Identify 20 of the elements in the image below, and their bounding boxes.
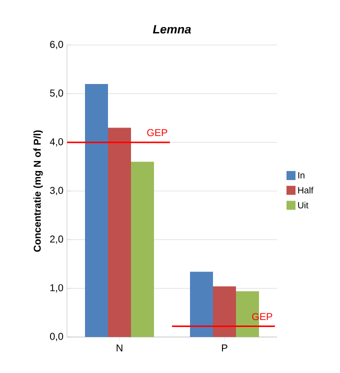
y-tick-label: 4,0 (50, 138, 64, 146)
x-tick-label: P (222, 344, 228, 352)
y-tick-label: 3,0 (50, 186, 64, 196)
bar (213, 286, 236, 337)
x-tick-label: N (116, 344, 122, 352)
bar (108, 128, 131, 337)
chart-title: Lemna (152, 25, 191, 34)
bar (190, 272, 213, 337)
y-tick-label: 6,0 (50, 40, 64, 50)
bar (131, 162, 154, 337)
legend-label: In (298, 172, 304, 178)
y-axis-title: Concentratie (mg N of P/l) (33, 130, 43, 252)
legend-label: Half (298, 186, 314, 194)
bar (85, 84, 108, 337)
y-tick-label: 2,0 (50, 236, 64, 244)
y-tick-label: 5,0 (50, 90, 64, 98)
legend-label: Uit (298, 202, 308, 208)
y-tick-label: 0,0 (50, 332, 64, 342)
y-tick-label: 1,0 (50, 284, 64, 292)
ref-line-label: GEP (147, 129, 168, 136)
